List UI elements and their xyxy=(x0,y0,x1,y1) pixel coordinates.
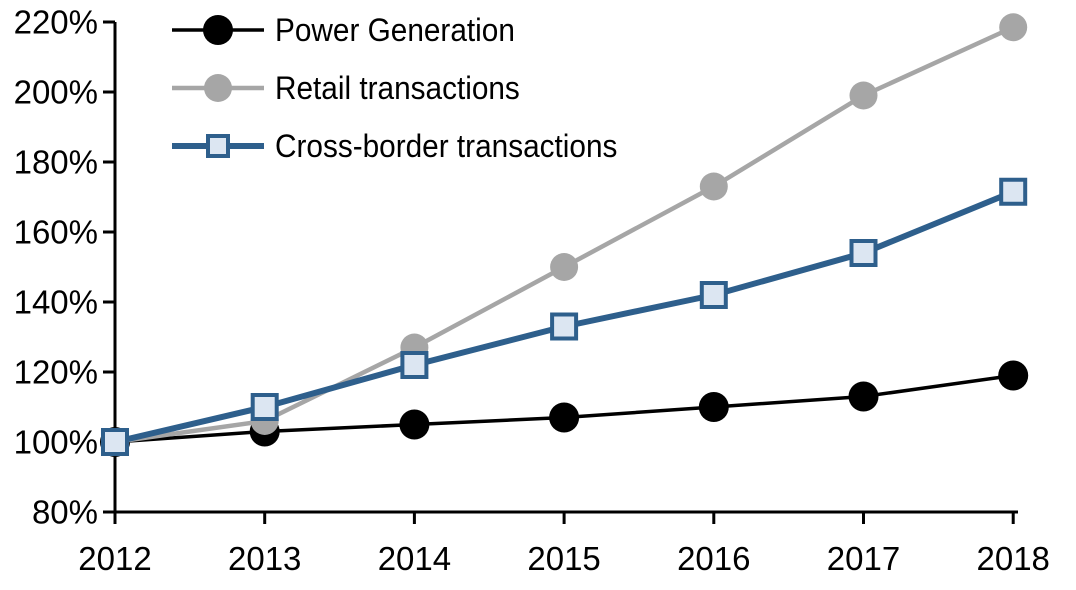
y-tick-label: 100% xyxy=(14,424,98,461)
data-point-cross-border-transactions xyxy=(400,351,429,379)
y-tick-label: 160% xyxy=(14,214,98,251)
x-tick-label: 2015 xyxy=(527,540,600,577)
data-point-retail-transactions xyxy=(550,253,579,281)
y-tick-label: 120% xyxy=(14,354,98,391)
data-point-retail-transactions xyxy=(699,172,728,201)
y-tick-label: 80% xyxy=(32,494,98,531)
y-tick-label: 180% xyxy=(14,144,98,181)
data-point-cross-border-transactions xyxy=(550,312,579,341)
y-tick-label: 140% xyxy=(14,284,98,321)
x-tick-label: 2013 xyxy=(228,540,301,577)
legend-label-cross-border-transactions: Cross-border transactions xyxy=(275,127,618,164)
x-tick-label: 2014 xyxy=(378,540,451,577)
legend-glyph-retail-transactions xyxy=(204,74,232,102)
legend-glyph-cross-border-transactions xyxy=(206,134,230,158)
legend-label-retail-transactions: Retail transactions xyxy=(275,69,520,106)
legend-item-cross-border-transactions: Cross-border transactions xyxy=(170,117,643,175)
legend-glyph-power-generation xyxy=(203,15,233,45)
data-point-cross-border-transactions xyxy=(250,393,279,421)
y-tick-label: 200% xyxy=(14,74,98,111)
legend-marker-power-generation xyxy=(172,15,264,45)
data-point-power-generation xyxy=(549,402,580,433)
legend-label-power-generation: Power Generation xyxy=(275,11,515,48)
data-point-power-generation xyxy=(848,381,879,412)
x-tick-label: 2017 xyxy=(827,540,900,577)
legend-item-power-generation: Power Generation xyxy=(170,1,643,59)
data-point-retail-transactions xyxy=(849,81,878,110)
data-point-cross-border-transactions xyxy=(999,177,1028,206)
x-tick-label: 2016 xyxy=(677,540,750,577)
data-point-power-generation xyxy=(998,360,1029,391)
x-tick-label: 2018 xyxy=(976,540,1049,577)
legend-marker-cross-border-transactions xyxy=(172,134,264,158)
y-tick-label: 220% xyxy=(14,4,98,41)
legend-marker-retail-transactions xyxy=(172,74,264,102)
legend-item-retail-transactions: Retail transactions xyxy=(170,59,643,117)
data-point-power-generation xyxy=(399,409,430,440)
data-point-cross-border-transactions xyxy=(849,239,878,267)
data-point-cross-border-transactions xyxy=(101,428,129,456)
data-point-power-generation xyxy=(698,392,729,422)
x-tick-label: 2012 xyxy=(78,540,151,577)
data-point-retail-transactions xyxy=(999,13,1028,42)
data-point-cross-border-transactions xyxy=(699,281,728,309)
legend: Power Generation Retail transactions Cro… xyxy=(170,1,643,175)
